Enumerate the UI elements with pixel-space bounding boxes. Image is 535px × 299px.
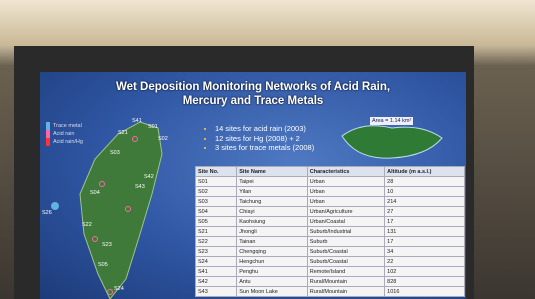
legend-item: Acid rain (46, 130, 83, 138)
table-cell: 1016 (385, 287, 465, 297)
table-cell: S22 (196, 237, 237, 247)
table-cell: Jhongli (237, 227, 307, 237)
table-cell: Yilan (237, 187, 307, 197)
table-cell: 102 (385, 267, 465, 277)
map-label: S02 (158, 136, 168, 142)
title-line: Mercury and Trace Metals (40, 94, 466, 108)
legend-item: Acid rain/Hg (46, 138, 83, 146)
table-cell: 131 (385, 227, 465, 237)
table-cell: S05 (196, 217, 237, 227)
table-cell: S41 (196, 267, 237, 277)
table-cell: 10 (385, 187, 465, 197)
bullet: 12 sites for Hg (2008) + 2 (215, 134, 314, 144)
bullet-list: 14 sites for acid rain (2003)12 sites fo… (205, 124, 314, 153)
table-cell: Urban/Coastal (307, 217, 384, 227)
table-cell: S03 (196, 197, 237, 207)
table-cell: 17 (385, 217, 465, 227)
map-label: S05 (98, 262, 108, 268)
table-cell: Chiayi (237, 207, 307, 217)
map-label: S23 (102, 242, 112, 248)
table-cell: Taipei (237, 177, 307, 187)
ceiling (0, 0, 535, 46)
table-cell: Suburb/Industrial (307, 227, 384, 237)
inset-island (342, 126, 442, 158)
table-cell: 28 (385, 177, 465, 187)
map-label: S26 (42, 210, 52, 216)
table-cell: Rural/Mountain (307, 287, 384, 297)
table-cell: S23 (196, 247, 237, 257)
table-cell: Tainan (237, 237, 307, 247)
table-cell: S01 (196, 177, 237, 187)
map-label: S43 (135, 184, 145, 190)
header-cell: Characteristics (307, 167, 384, 177)
table-cell: Urban (307, 187, 384, 197)
table-cell: S43 (196, 287, 237, 297)
map-label: S42 (144, 174, 154, 180)
table-cell: S21 (196, 227, 237, 237)
table-cell: Penghu (237, 267, 307, 277)
table-cell: S04 (196, 207, 237, 217)
table-cell: Suburb/Coastal (307, 257, 384, 267)
table-cell: 828 (385, 277, 465, 287)
island (80, 122, 162, 299)
map-label: S01 (148, 124, 158, 130)
map-label: S41 (132, 118, 142, 124)
table-cell: Chengqing (237, 247, 307, 257)
table-cell: Antu (237, 277, 307, 287)
table-cell: Suburb (307, 237, 384, 247)
map-label: S21 (118, 130, 128, 136)
site-marker (51, 202, 59, 210)
table-cell: Remote/Island (307, 267, 384, 277)
table-cell: S24 (196, 257, 237, 267)
slide-title: Wet Deposition Monitoring Networks of Ac… (40, 80, 466, 108)
map-label: S03 (110, 150, 120, 156)
table-cell: 17 (385, 237, 465, 247)
slide: Wet Deposition Monitoring Networks of Ac… (40, 72, 466, 299)
table-cell: Kaohsiung (237, 217, 307, 227)
bullet: 14 sites for acid rain (2003) (215, 124, 314, 134)
map-label: S04 (90, 190, 100, 196)
header-cell: Altitude (m a.s.l.) (385, 167, 465, 177)
title-line: Wet Deposition Monitoring Networks of Ac… (40, 80, 466, 94)
table-cell: S42 (196, 277, 237, 287)
table-cell: S02 (196, 187, 237, 197)
table-cell: Hengchun (237, 257, 307, 267)
legend-item: Trace metal (46, 122, 83, 130)
table-cell: 34 (385, 247, 465, 257)
header-cell: Site Name (237, 167, 307, 177)
map-label: S24 (114, 286, 124, 292)
photo: Wet Deposition Monitoring Networks of Ac… (0, 0, 535, 299)
inset-label: Area = 1.14 km² (370, 117, 413, 125)
table-cell: Urban/Agriculture (307, 207, 384, 217)
table-cell: 22 (385, 257, 465, 267)
table-cell: Urban (307, 177, 384, 187)
table-cell: Rural/Mountain (307, 277, 384, 287)
table-cell: 214 (385, 197, 465, 207)
bullet: 3 sites for trace metals (2008) (215, 143, 314, 153)
table-cell: Suburb/Coastal (307, 247, 384, 257)
table-cell: Taichung (237, 197, 307, 207)
table-cell: Urban (307, 197, 384, 207)
map-label: S22 (82, 222, 92, 228)
table-cell: Sun Moon Lake (237, 287, 307, 297)
table-cell: 27 (385, 207, 465, 217)
header-cell: Site No. (196, 167, 237, 177)
